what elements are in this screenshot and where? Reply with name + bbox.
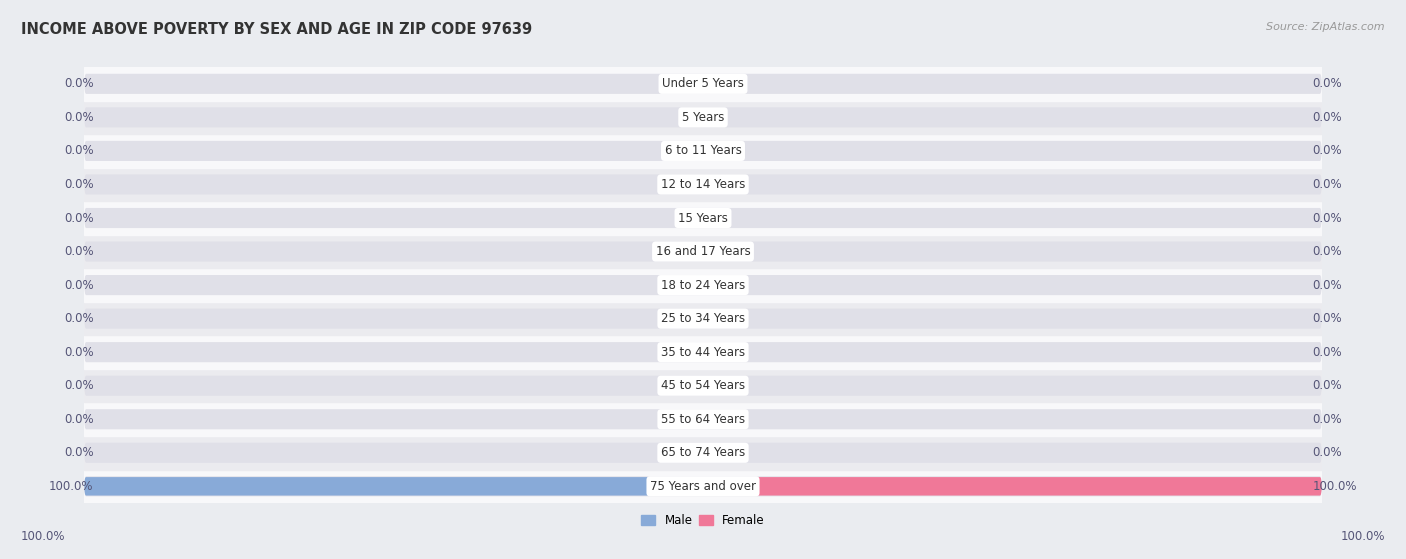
- Text: 0.0%: 0.0%: [65, 211, 94, 225]
- Text: 65 to 74 Years: 65 to 74 Years: [661, 446, 745, 459]
- Text: 16 and 17 Years: 16 and 17 Years: [655, 245, 751, 258]
- Text: INCOME ABOVE POVERTY BY SEX AND AGE IN ZIP CODE 97639: INCOME ABOVE POVERTY BY SEX AND AGE IN Z…: [21, 22, 533, 37]
- Bar: [84, 402, 1322, 436]
- Text: 0.0%: 0.0%: [1312, 312, 1341, 325]
- FancyBboxPatch shape: [703, 209, 713, 227]
- Text: 0.0%: 0.0%: [1312, 345, 1341, 359]
- Bar: [84, 436, 1322, 470]
- FancyBboxPatch shape: [693, 343, 703, 362]
- Bar: [84, 134, 1322, 168]
- Bar: [84, 101, 1322, 134]
- FancyBboxPatch shape: [693, 209, 703, 227]
- FancyBboxPatch shape: [84, 477, 703, 496]
- FancyBboxPatch shape: [693, 141, 703, 160]
- FancyBboxPatch shape: [84, 107, 1322, 127]
- FancyBboxPatch shape: [703, 276, 713, 294]
- Text: 0.0%: 0.0%: [65, 245, 94, 258]
- FancyBboxPatch shape: [703, 343, 713, 362]
- FancyBboxPatch shape: [84, 476, 1322, 496]
- Text: 0.0%: 0.0%: [65, 144, 94, 158]
- Text: 12 to 14 Years: 12 to 14 Years: [661, 178, 745, 191]
- Text: 0.0%: 0.0%: [1312, 178, 1341, 191]
- FancyBboxPatch shape: [703, 310, 713, 328]
- Text: 25 to 34 Years: 25 to 34 Years: [661, 312, 745, 325]
- FancyBboxPatch shape: [84, 174, 1322, 195]
- FancyBboxPatch shape: [693, 108, 703, 126]
- Text: 15 Years: 15 Years: [678, 211, 728, 225]
- Text: 6 to 11 Years: 6 to 11 Years: [665, 144, 741, 158]
- FancyBboxPatch shape: [693, 175, 703, 193]
- Text: 0.0%: 0.0%: [65, 345, 94, 359]
- FancyBboxPatch shape: [84, 342, 1322, 362]
- FancyBboxPatch shape: [84, 208, 1322, 228]
- FancyBboxPatch shape: [693, 410, 703, 428]
- FancyBboxPatch shape: [693, 310, 703, 328]
- Text: 0.0%: 0.0%: [65, 178, 94, 191]
- Text: 0.0%: 0.0%: [1312, 413, 1341, 426]
- Text: 0.0%: 0.0%: [65, 379, 94, 392]
- FancyBboxPatch shape: [84, 141, 1322, 161]
- FancyBboxPatch shape: [703, 74, 713, 93]
- Bar: [84, 335, 1322, 369]
- Text: 0.0%: 0.0%: [1312, 245, 1341, 258]
- FancyBboxPatch shape: [693, 74, 703, 93]
- FancyBboxPatch shape: [693, 243, 703, 260]
- Text: 0.0%: 0.0%: [1312, 446, 1341, 459]
- Text: 0.0%: 0.0%: [65, 413, 94, 426]
- FancyBboxPatch shape: [84, 376, 1322, 396]
- FancyBboxPatch shape: [703, 243, 713, 260]
- Text: 45 to 54 Years: 45 to 54 Years: [661, 379, 745, 392]
- FancyBboxPatch shape: [703, 141, 713, 160]
- Bar: [84, 235, 1322, 268]
- Text: 0.0%: 0.0%: [1312, 111, 1341, 124]
- Text: 0.0%: 0.0%: [65, 111, 94, 124]
- Bar: [84, 470, 1322, 503]
- FancyBboxPatch shape: [703, 377, 713, 395]
- Text: 0.0%: 0.0%: [65, 77, 94, 91]
- Text: 0.0%: 0.0%: [65, 446, 94, 459]
- Text: Source: ZipAtlas.com: Source: ZipAtlas.com: [1267, 22, 1385, 32]
- FancyBboxPatch shape: [703, 175, 713, 193]
- FancyBboxPatch shape: [703, 108, 713, 126]
- FancyBboxPatch shape: [84, 74, 1322, 94]
- Text: 0.0%: 0.0%: [1312, 379, 1341, 392]
- Text: 55 to 64 Years: 55 to 64 Years: [661, 413, 745, 426]
- Bar: [84, 67, 1322, 101]
- FancyBboxPatch shape: [84, 241, 1322, 262]
- FancyBboxPatch shape: [703, 410, 713, 428]
- FancyBboxPatch shape: [693, 276, 703, 294]
- FancyBboxPatch shape: [84, 275, 1322, 295]
- Bar: [84, 268, 1322, 302]
- Text: 0.0%: 0.0%: [65, 278, 94, 292]
- FancyBboxPatch shape: [84, 409, 1322, 429]
- Text: 75 Years and over: 75 Years and over: [650, 480, 756, 493]
- Text: 100.0%: 100.0%: [49, 480, 94, 493]
- Text: 100.0%: 100.0%: [1312, 480, 1357, 493]
- Legend: Male, Female: Male, Female: [637, 510, 769, 532]
- Text: 5 Years: 5 Years: [682, 111, 724, 124]
- Text: 100.0%: 100.0%: [1340, 530, 1385, 543]
- Text: 0.0%: 0.0%: [1312, 77, 1341, 91]
- Bar: [84, 302, 1322, 335]
- Text: 100.0%: 100.0%: [21, 530, 66, 543]
- FancyBboxPatch shape: [693, 377, 703, 395]
- Text: 0.0%: 0.0%: [1312, 278, 1341, 292]
- Bar: [84, 201, 1322, 235]
- Text: 0.0%: 0.0%: [1312, 211, 1341, 225]
- FancyBboxPatch shape: [703, 444, 713, 462]
- FancyBboxPatch shape: [693, 444, 703, 462]
- Text: 0.0%: 0.0%: [1312, 144, 1341, 158]
- Bar: [84, 168, 1322, 201]
- Bar: [84, 369, 1322, 402]
- Text: 35 to 44 Years: 35 to 44 Years: [661, 345, 745, 359]
- FancyBboxPatch shape: [84, 309, 1322, 329]
- FancyBboxPatch shape: [703, 477, 1322, 496]
- Text: 18 to 24 Years: 18 to 24 Years: [661, 278, 745, 292]
- Text: 0.0%: 0.0%: [65, 312, 94, 325]
- FancyBboxPatch shape: [84, 443, 1322, 463]
- Text: Under 5 Years: Under 5 Years: [662, 77, 744, 91]
